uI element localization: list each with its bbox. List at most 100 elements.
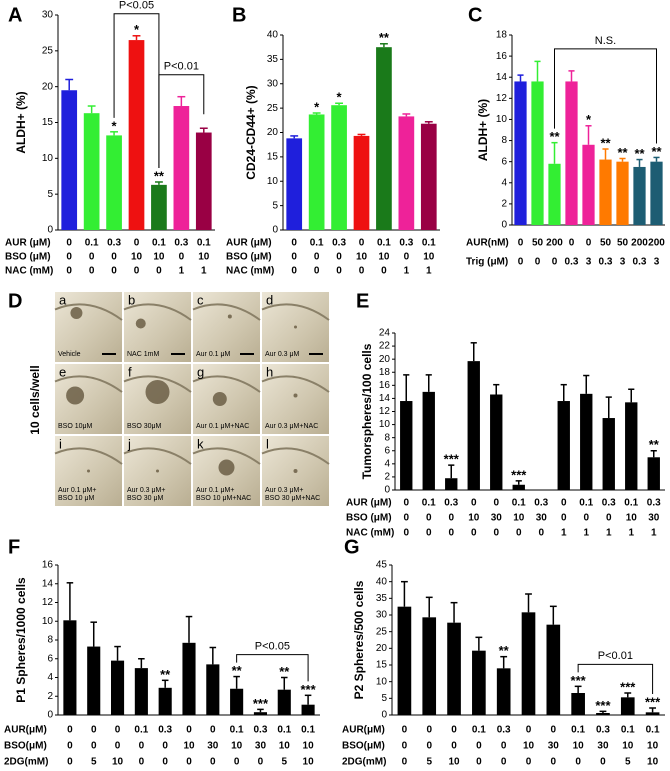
condition-value: 0	[600, 757, 606, 768]
error-bar	[525, 593, 532, 613]
y-tick-label: 12	[379, 406, 391, 417]
tile-caption: Aur 0.1 μM+	[58, 487, 96, 494]
bar	[521, 612, 536, 715]
tile-caption: Aur 0.3 μM+	[265, 487, 303, 494]
condition-value: 0	[359, 238, 365, 249]
bar	[582, 144, 595, 225]
condition-value: 10	[378, 252, 390, 263]
tile-letter: j	[127, 436, 131, 451]
error-bar	[560, 383, 567, 402]
y-tick-label: 16	[42, 560, 54, 571]
error-bar	[619, 157, 626, 162]
panel-letter: A	[8, 4, 22, 26]
sphere	[227, 314, 232, 319]
tile-caption: Aur 0.3 μM+	[127, 487, 165, 494]
significance-star: ***	[444, 452, 460, 467]
y-tick-label: 0	[272, 225, 278, 236]
micrograph	[55, 364, 122, 434]
error-bar	[605, 396, 612, 419]
condition-value: 0	[451, 725, 457, 736]
condition-value: 0.1	[85, 238, 99, 249]
bar	[376, 47, 392, 230]
significance-star: **	[160, 667, 171, 682]
error-bar	[65, 78, 74, 91]
bracket-label: P<0.01	[598, 650, 633, 662]
y-tick-label: 5	[381, 693, 387, 704]
error-bar	[493, 383, 500, 395]
error-bar	[161, 679, 169, 688]
condition-value: 0	[291, 238, 297, 249]
condition-value: 0	[210, 725, 216, 736]
bracket-label: P<0.05	[255, 640, 290, 652]
error-bar	[199, 127, 208, 133]
bar	[633, 166, 646, 225]
error-bar	[470, 342, 477, 362]
dish-edge	[192, 375, 261, 393]
condition-value: 0	[538, 528, 544, 539]
condition-value: 0	[476, 757, 482, 768]
bar	[645, 712, 660, 715]
tile-caption: BSO 30μM	[127, 423, 162, 430]
y-tick-label: 8	[384, 432, 390, 443]
condition-label: 2DG(mM)	[342, 757, 386, 768]
condition-value: 0.1	[571, 725, 585, 736]
condition-value: 50	[532, 238, 544, 249]
sphere	[145, 380, 170, 404]
significance-star: ***	[620, 679, 636, 694]
side-label: 10 cells/well	[28, 365, 42, 434]
significance-bracket	[577, 663, 654, 694]
bar	[625, 402, 638, 490]
bar	[596, 713, 610, 715]
tile-letter: e	[59, 364, 66, 379]
y-tick-label: 18	[379, 367, 391, 378]
error-bar	[257, 708, 264, 713]
bar	[599, 159, 612, 225]
condition-value: 10	[423, 252, 435, 263]
condition-value: 0	[186, 725, 192, 736]
condition-value: 30	[648, 513, 660, 524]
condition-value: 0	[402, 725, 408, 736]
bar	[445, 478, 458, 490]
error-bar	[517, 74, 524, 82]
condition-value: 0	[210, 757, 216, 768]
tile-letter: g	[197, 364, 204, 379]
error-bar	[138, 658, 145, 669]
condition-value: 0.1	[230, 725, 244, 736]
y-tick-label: 14	[496, 72, 508, 83]
y-tick-label: 2	[501, 199, 507, 210]
error-bar	[636, 158, 643, 167]
y-tick-label: 0	[47, 225, 53, 236]
dish-edge	[123, 303, 192, 321]
condition-value: 0	[89, 252, 95, 263]
dish-edge	[123, 447, 192, 465]
bar	[422, 391, 435, 490]
significance-star: **	[649, 437, 660, 452]
tile-letter: c	[197, 292, 204, 307]
condition-value: 50	[600, 238, 612, 249]
significance-star: **	[600, 135, 611, 150]
condition-value: 0	[67, 757, 73, 768]
significance-star: **	[154, 168, 165, 183]
condition-value: 10	[523, 741, 535, 752]
condition-value: 0.3	[602, 498, 616, 509]
panel-letter: E	[356, 290, 369, 312]
error-bar	[66, 582, 74, 621]
condition-value: 0.3	[565, 257, 579, 268]
y-tick-label: 6	[501, 156, 507, 167]
condition-label: 2DG(mM)	[4, 757, 48, 768]
significance-star: *	[314, 99, 320, 114]
bar	[331, 105, 347, 230]
error-bar	[185, 615, 193, 643]
y-tick-label: 15	[42, 117, 54, 128]
tile-caption: BSO 10 μM	[58, 495, 94, 502]
condition-value: 0	[426, 741, 432, 752]
bar	[548, 163, 561, 225]
bar	[61, 90, 78, 230]
y-tick-label: 2	[47, 691, 53, 702]
bracket-label: P<0.05	[119, 0, 154, 12]
condition-value: 0.3	[107, 238, 121, 249]
bar	[514, 81, 527, 225]
condition-label: AUR (μM)	[5, 238, 51, 249]
y-tick-label: 20	[379, 354, 391, 365]
y-tick-label: 15	[376, 660, 388, 671]
